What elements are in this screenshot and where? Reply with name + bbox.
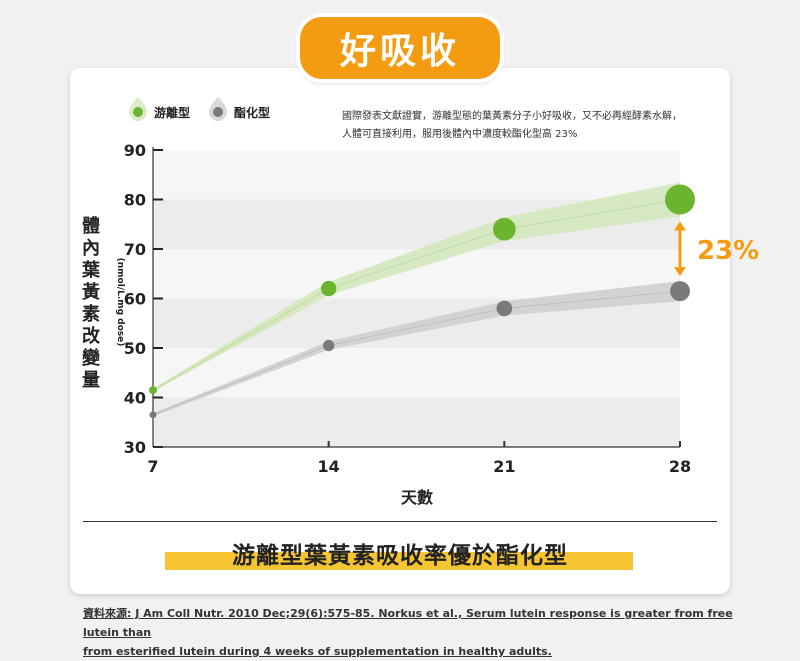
annotation: 23% — [674, 221, 759, 277]
y-tick-label: 90 — [124, 141, 146, 160]
x-tick-label: 7 — [147, 457, 158, 476]
ester-point — [149, 411, 157, 419]
y-axis-label-char: 變 — [82, 347, 101, 369]
free-point — [149, 386, 157, 395]
note-line-2: 人體可直接利用，服用後體內中濃度較酯化型高 23% — [342, 127, 577, 140]
series-lines — [152, 199, 681, 416]
y-tick-label: 30 — [124, 438, 146, 457]
legend-label-ester: 酯化型 — [234, 105, 270, 120]
series-line-free — [152, 199, 681, 391]
annotation-percentage: 23% — [697, 236, 759, 266]
conclusion-highlight — [165, 552, 633, 570]
annotation-arrow-head-down — [674, 267, 686, 277]
x-tick-label: 21 — [493, 457, 515, 476]
legend-dot-free — [133, 107, 143, 117]
y-axis-label-char: 量 — [82, 369, 100, 391]
ester-point — [670, 281, 690, 302]
title-badge: 好吸收 — [300, 17, 500, 79]
y-tick-label: 70 — [124, 240, 146, 259]
y-tick-label: 50 — [124, 339, 146, 358]
free-point — [321, 280, 337, 297]
axes: 30 40 50 60 70 80 90 7 14 21 28 — [124, 141, 691, 476]
conclusion-text: 游離型葉黃素吸收率優於酯化型 — [232, 543, 568, 569]
legend-label-free: 游離型 — [154, 105, 190, 120]
legend: 游離型 酯化型 — [129, 97, 270, 121]
data-points — [149, 184, 695, 419]
free-point — [493, 217, 516, 241]
y-tick-label: 80 — [124, 191, 146, 210]
grid-band — [153, 348, 680, 398]
series-band-ester — [153, 281, 680, 417]
y-axis-label-char: 葉 — [81, 260, 101, 281]
ester-point — [496, 300, 513, 317]
series-line-ester — [152, 290, 681, 416]
x-axis-label: 天數 — [401, 488, 433, 507]
ester-point — [323, 339, 335, 352]
divider — [83, 521, 717, 522]
y-axis-label-char: 改 — [82, 325, 101, 347]
annotation-arrow-head-up — [674, 221, 686, 231]
note-line-1: 國際發表文獻證實，游離型態的葉黃素分子小好吸收，又不必再經酵素水解， — [342, 109, 682, 122]
source-line-1: 資料來源: J Am Coll Nutr. 2010 Dec;29(6):575… — [83, 607, 733, 639]
grid-band — [153, 150, 680, 200]
y-axis-label-char: 黃 — [81, 281, 100, 303]
y-axis-label-char: 體 — [82, 216, 100, 237]
source-citation: 資料來源: J Am Coll Nutr. 2010 Dec;29(6):575… — [83, 604, 743, 661]
x-tick-label: 14 — [318, 457, 340, 476]
series-band-free — [153, 182, 680, 392]
legend-dot-ester — [213, 107, 223, 117]
series-bands — [153, 182, 680, 417]
y-axis-unit: (nmol/L.mg dose) — [115, 258, 125, 347]
y-axis-label-char: 內 — [82, 238, 100, 259]
y-axis-label-char: 素 — [82, 304, 100, 325]
grid-band — [153, 397, 680, 447]
y-tick-label: 60 — [124, 290, 146, 309]
y-tick-label: 40 — [124, 389, 146, 408]
free-point — [665, 184, 695, 215]
source-line-2: from esterified lutein during 4 weeks of… — [83, 645, 552, 658]
x-tick-label: 28 — [669, 457, 691, 476]
